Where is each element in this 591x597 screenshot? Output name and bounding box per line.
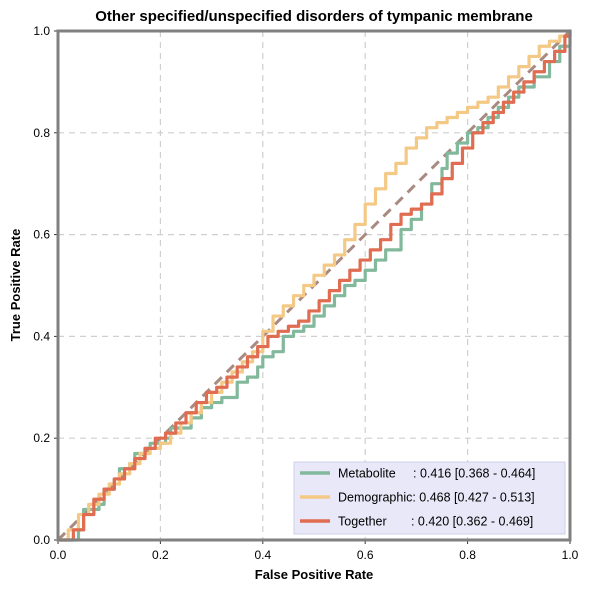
series-line-together — [56, 29, 572, 542]
x-tick-label: 0.2 — [152, 548, 169, 562]
y-tick-label: 0.4 — [33, 329, 50, 343]
x-tick-label: 0.6 — [357, 548, 374, 562]
tick-layer: 0.0 0.2 0.4 0.6 0.8 1.0 0.0 0.2 0.4 0.6 0.8 1.0 — [33, 24, 578, 562]
plot-frame — [56, 29, 572, 542]
y-tick-label: 0.2 — [33, 431, 50, 445]
legend-label-together: Together : 0.420 [0.362 - 0.469] — [338, 515, 533, 529]
x-tick-label: 0.8 — [459, 548, 476, 562]
y-tick-label: 0.0 — [33, 533, 50, 547]
legend-label-demographic: Demographic: 0.468 [0.427 - 0.513] — [338, 491, 535, 505]
legend: Metabolite : 0.416 [0.368 - 0.464] Demogr… — [293, 461, 566, 535]
y-axis-label: True Positive Rate — [8, 229, 23, 342]
y-tick-label: 0.6 — [33, 228, 50, 242]
y-tick-label: 1.0 — [33, 24, 50, 38]
grid-layer — [58, 31, 570, 540]
chart-title: Other specified/unspecified disorders of… — [95, 8, 533, 25]
x-tick-label: 1.0 — [562, 548, 579, 562]
legend-label-metabolite: Metabolite : 0.416 [0.368 - 0.464] — [338, 467, 535, 481]
series-line-demographic — [56, 29, 572, 542]
x-axis-label: False Positive Rate — [255, 567, 374, 582]
series-layer — [56, 29, 572, 542]
y-tick-label: 0.8 — [33, 126, 50, 140]
x-tick-label: 0.4 — [254, 548, 271, 562]
series-line-metabolite — [56, 29, 572, 542]
legend-box — [293, 461, 566, 535]
x-tick-label: 0.0 — [50, 548, 67, 562]
